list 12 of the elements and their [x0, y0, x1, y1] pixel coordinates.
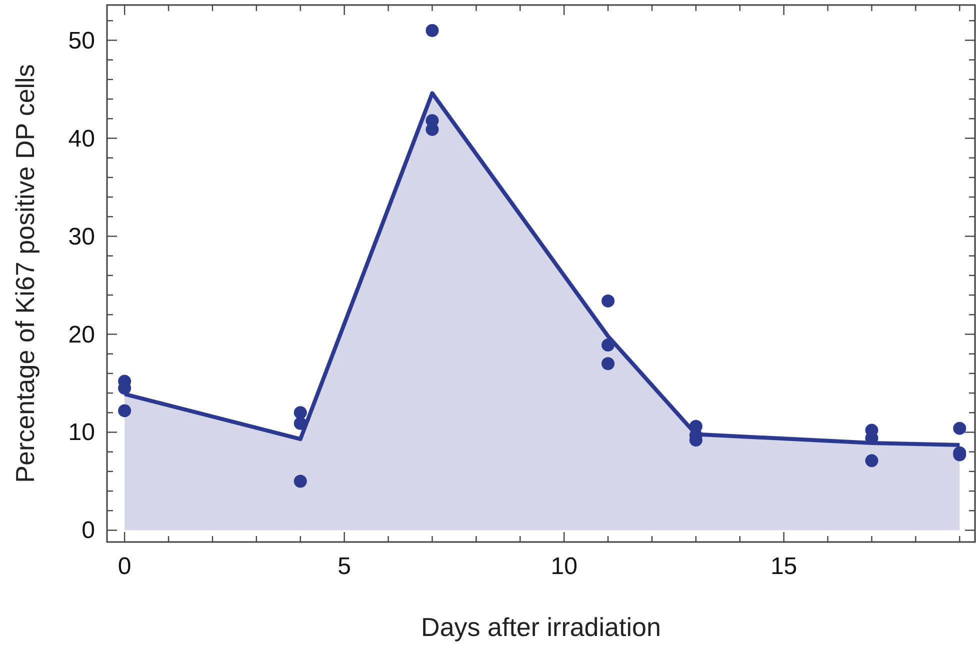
y-tick-label: 30 — [68, 223, 95, 250]
y-axis-title: Percentage of Ki67 positive DP cells — [10, 64, 40, 483]
y-tick-label: 40 — [68, 125, 95, 152]
y-tick-label: 0 — [82, 517, 95, 544]
x-axis-title: Days after irradiation — [421, 612, 661, 642]
x-tick-label: 5 — [338, 553, 352, 580]
y-tick-label: 50 — [68, 27, 95, 54]
x-tick-label: 0 — [118, 553, 132, 580]
x-tick-label: 10 — [550, 553, 578, 580]
y-tick-label: 10 — [68, 419, 95, 446]
y-tick-label: 20 — [68, 321, 95, 348]
x-tick-label: 15 — [770, 553, 798, 580]
